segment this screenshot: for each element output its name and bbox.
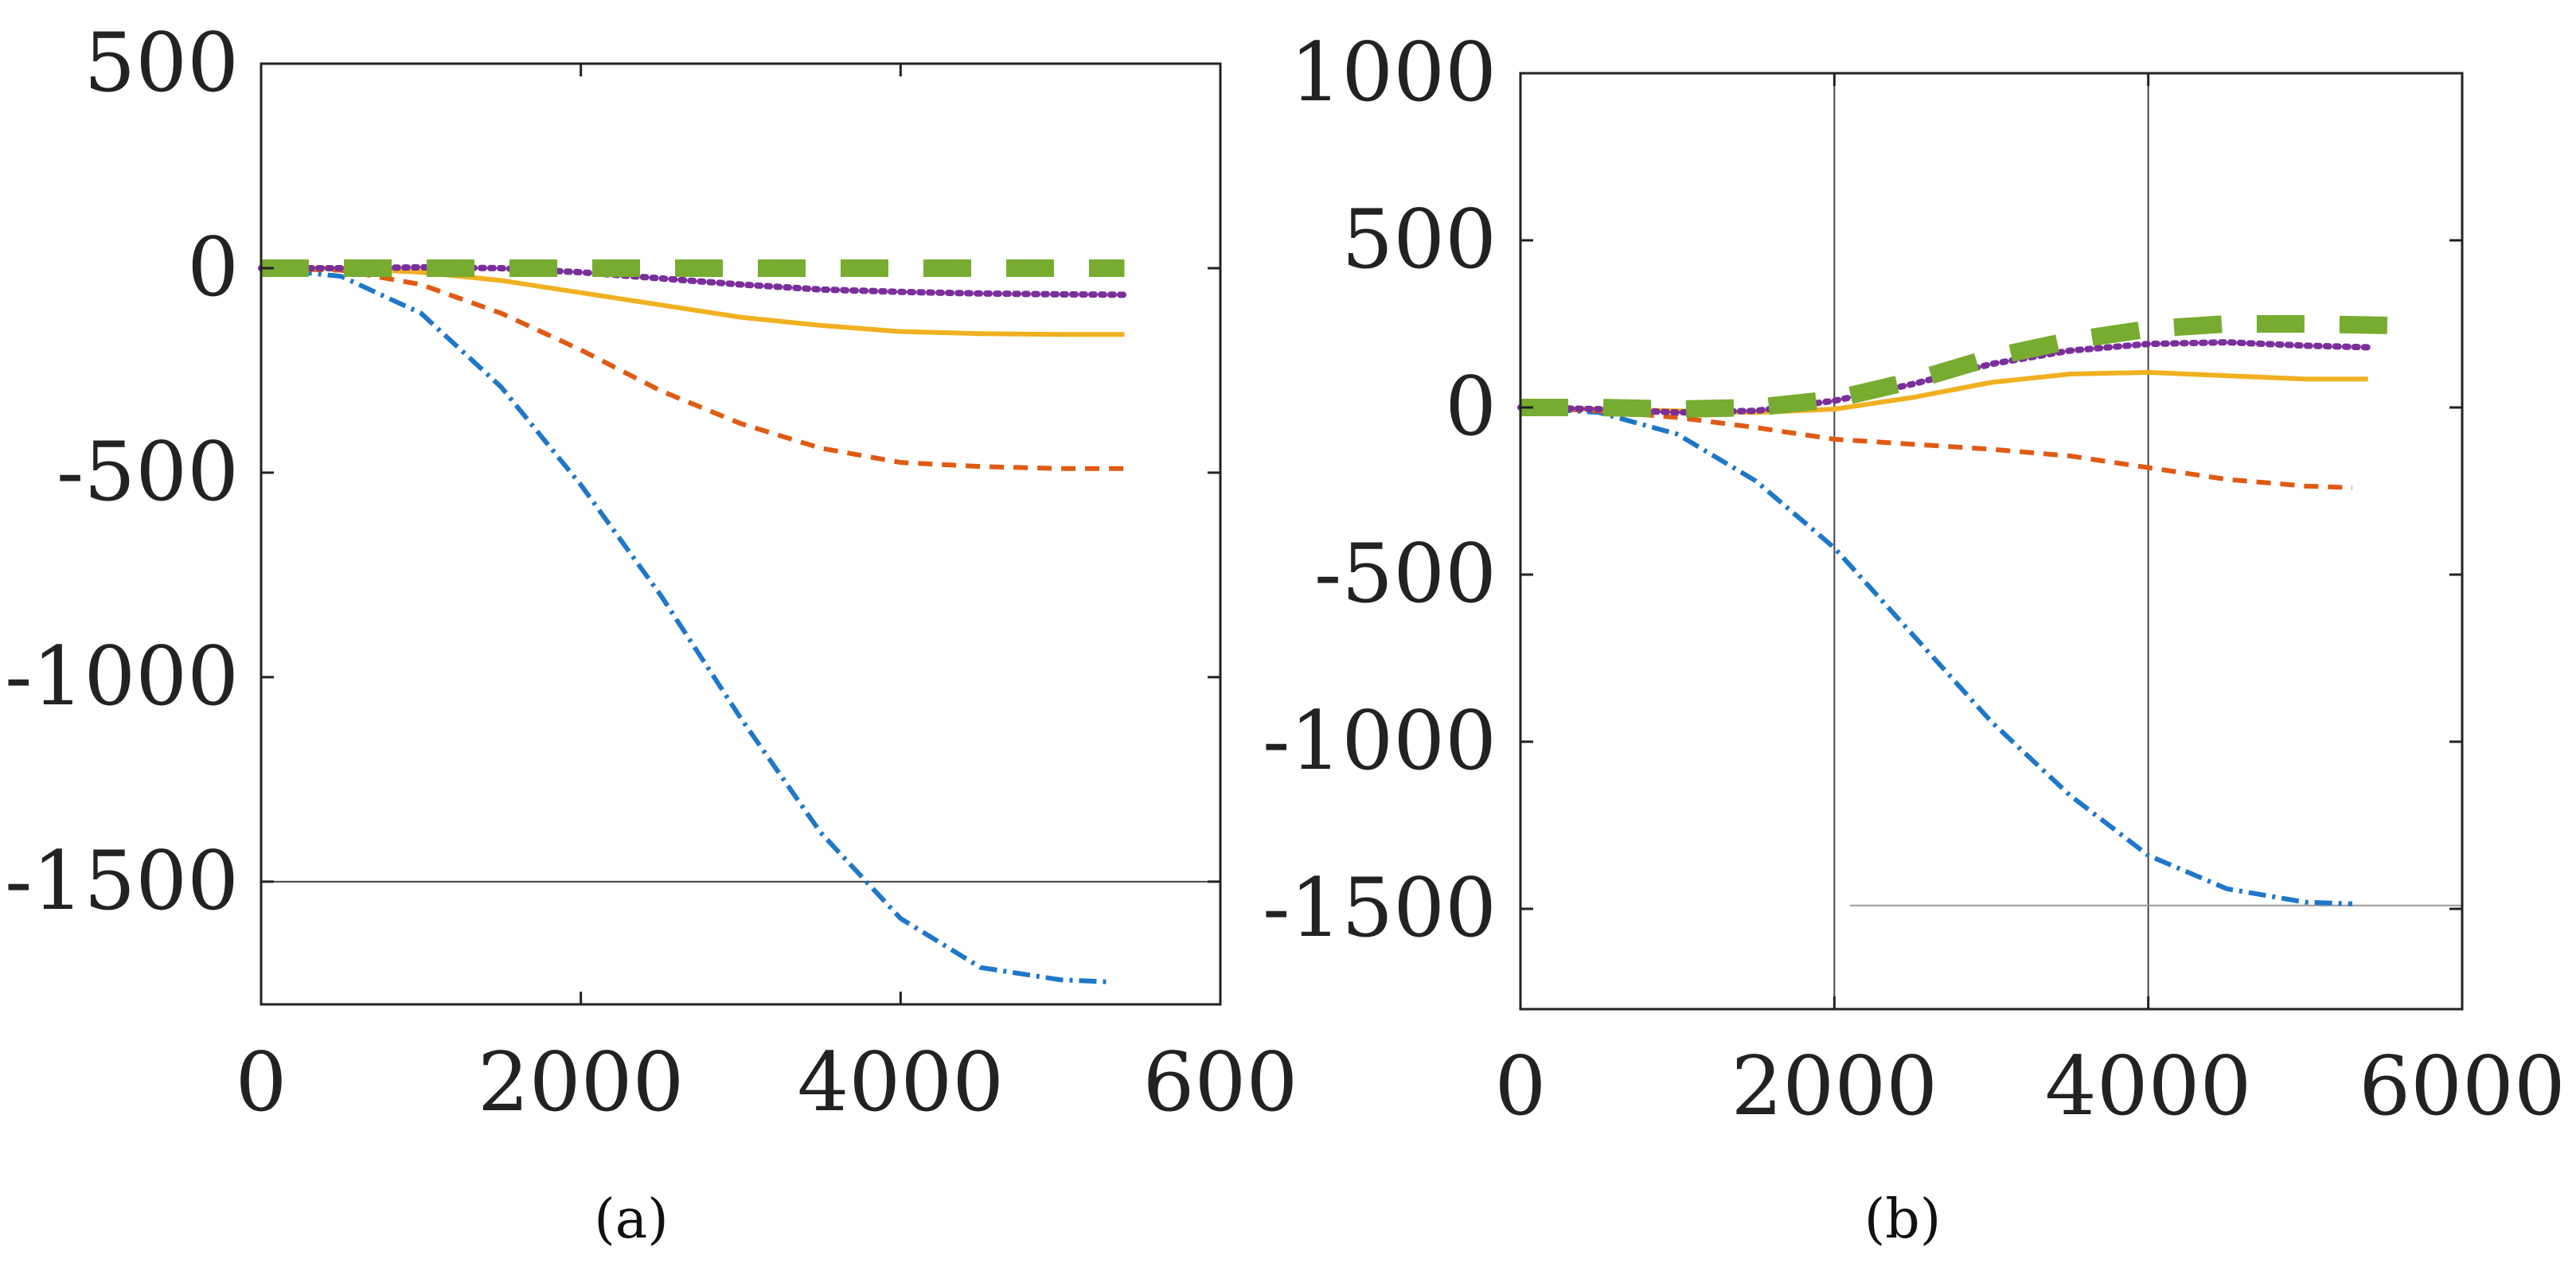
y-tick-label: -1500 [5,834,239,929]
x-tick-label: 4000 [2045,1039,2252,1134]
panel-label-a: (a) [594,1188,669,1251]
plot-frame-a [260,62,1222,1006]
series-line-purple-dotted [258,263,1128,298]
x-tick-label: 2000 [1731,1039,1938,1134]
x-tick-label: 2000 [478,1035,685,1130]
x-tick-label: 0 [1495,1039,1547,1134]
chart-panel-a: 500 0 -500 -1000 -1500 0 2000 4000 600 (a) [5,16,1298,1251]
x-tick-label: 600 [1143,1035,1298,1130]
y-tick-label: 500 [1341,193,1497,287]
x-tick-label: 6000 [2359,1039,2566,1134]
y-tick-label: -500 [1314,527,1497,622]
x-tick-label: 4000 [798,1035,1005,1130]
panel-label-b: (b) [1864,1188,1942,1251]
y-tick-label: 0 [187,220,239,315]
y-tick-label: 500 [84,16,239,111]
series-line-orange-dashed [1520,405,2353,490]
series-line-blue-dashdot [1520,405,2353,906]
y-tick-label: -1000 [1263,694,1497,789]
chart-panel-b: 1000 500 0 -500 -1000 -1500 0 2000 4000 6000 (b) [1263,25,2566,1251]
plot-frame-b [1519,72,2464,1011]
y-tick-label: -1000 [5,630,239,724]
y-tick-label: -1500 [1263,861,1497,956]
x-tick-label: 0 [236,1035,287,1130]
y-tick-label: 1000 [1290,25,1497,120]
y-tick-label: -500 [57,425,239,520]
series-line-blue-dashdot [260,266,1109,984]
y-tick-label: 0 [1445,360,1497,454]
series-line-yellow-solid [261,266,1125,337]
series-line-green-thick-dashed [1520,315,2400,419]
series-line-orange-dashed [260,266,1125,471]
